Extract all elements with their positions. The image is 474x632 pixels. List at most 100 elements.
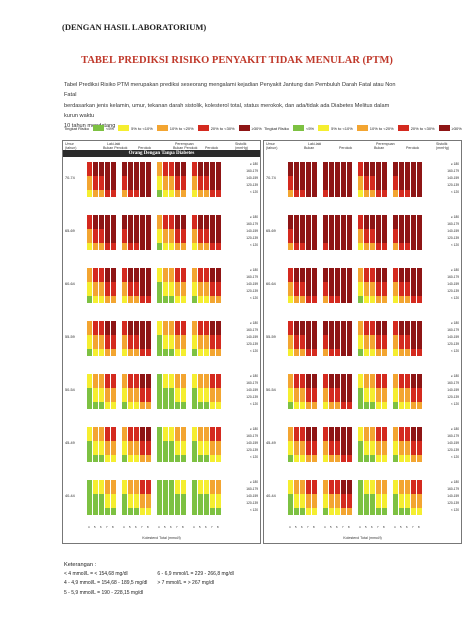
- risk-cell: [305, 480, 312, 487]
- risk-cell: [358, 381, 364, 388]
- risk-cell: [363, 296, 370, 303]
- risk-cell: [209, 296, 216, 303]
- risk-cell: [334, 349, 341, 356]
- risk-cell: [311, 190, 318, 197]
- risk-cell: [288, 321, 294, 328]
- risk-cell: [393, 374, 399, 381]
- risk-cell: [363, 494, 370, 501]
- risk-cell: [416, 501, 423, 508]
- risk-cell: [416, 455, 423, 462]
- cholesterol-tick: 7: [176, 525, 178, 529]
- risk-cell: [346, 349, 353, 356]
- risk-cell: [145, 487, 152, 494]
- risk-cell: [192, 169, 198, 176]
- risk-cell: [311, 321, 318, 328]
- risk-cell: [293, 342, 300, 349]
- risk-cell: [346, 342, 353, 349]
- risk-cell: [157, 487, 163, 494]
- risk-cell: [162, 215, 169, 222]
- risk-cell: [346, 296, 353, 303]
- risk-cell: [358, 321, 364, 328]
- risk-cell: [209, 275, 216, 282]
- risk-chart-panel-right: Umur (tahun) Laki-laki Perempuan Bukan Peroko…: [263, 140, 462, 544]
- risk-cell: [127, 395, 134, 402]
- risk-cell: [127, 328, 134, 335]
- risk-cell: [215, 487, 222, 494]
- risk-cell: [328, 190, 335, 197]
- risk-cell: [157, 480, 163, 487]
- risk-cell: [358, 402, 364, 409]
- risk-cell: [145, 395, 152, 402]
- risk-cell: [157, 342, 163, 349]
- risk-cell: [110, 183, 117, 190]
- risk-cell: [369, 374, 376, 381]
- risk-cell: [203, 282, 210, 289]
- risk-grid: [87, 162, 117, 197]
- risk-cell: [168, 169, 175, 176]
- risk-cell: [127, 335, 134, 342]
- notes-col-left: < 4 mmol/L = < 154,68 mg/dl 4 - 4,9 mmol…: [64, 570, 147, 598]
- risk-cell: [92, 215, 99, 222]
- risk-cell: [404, 169, 411, 176]
- risk-cell: [98, 487, 105, 494]
- risk-cell: [133, 374, 140, 381]
- risk-cell: [340, 215, 347, 222]
- risk-cell: [162, 335, 169, 342]
- cholesterol-tick: 6: [336, 525, 338, 529]
- risk-cell: [305, 289, 312, 296]
- risk-cell: [145, 342, 152, 349]
- risk-cell: [346, 215, 353, 222]
- risk-cell: [323, 455, 329, 462]
- risk-cell: [346, 275, 353, 282]
- risk-cell: [174, 243, 181, 250]
- risk-cell: [215, 183, 222, 190]
- risk-grid: [157, 215, 187, 250]
- risk-cell: [305, 508, 312, 515]
- risk-cell: [215, 321, 222, 328]
- header-laki-laki: Laki-laki: [107, 142, 121, 146]
- risk-cell: [157, 434, 163, 441]
- risk-cell: [346, 374, 353, 381]
- risk-cell: [110, 501, 117, 508]
- risk-cell: [203, 321, 210, 328]
- risk-cell: [381, 402, 388, 409]
- risk-cell: [174, 215, 181, 222]
- risk-cell: [215, 395, 222, 402]
- risk-cell: [98, 388, 105, 395]
- risk-cell: [192, 388, 198, 395]
- risk-cell: [197, 289, 204, 296]
- risk-cell: [404, 501, 411, 508]
- risk-cell: [358, 434, 364, 441]
- risk-cell: [334, 402, 341, 409]
- risk-cell: [346, 176, 353, 183]
- risk-cell: [139, 388, 146, 395]
- risk-cell: [381, 349, 388, 356]
- risk-cell: [369, 282, 376, 289]
- risk-cell: [375, 448, 382, 455]
- bp-label: 140-159: [447, 335, 459, 340]
- age-group-label: 55-59: [65, 335, 75, 339]
- risk-legend-right: Tingkat Risiko <5% 5% to <10% 10% to <20% 20…: [264, 124, 464, 132]
- risk-cell: [393, 328, 399, 335]
- bp-label: < 120: [249, 508, 258, 513]
- risk-cell: [369, 501, 376, 508]
- risk-cell: [98, 335, 105, 342]
- risk-cell: [98, 441, 105, 448]
- risk-cell: [369, 296, 376, 303]
- risk-cell: [203, 229, 210, 236]
- risk-cell: [127, 448, 134, 455]
- risk-cell: [180, 342, 187, 349]
- risk-cell: [139, 508, 146, 515]
- bp-labels: ≥ 180 160-179 140-159 120-139 < 120: [447, 374, 459, 409]
- risk-cell: [346, 183, 353, 190]
- risk-cell: [381, 427, 388, 434]
- risk-cell: [358, 427, 364, 434]
- risk-cell: [404, 222, 411, 229]
- risk-cell: [104, 402, 111, 409]
- risk-cell: [92, 501, 99, 508]
- risk-cell: [323, 480, 329, 487]
- bp-labels: ≥ 180 160-179 140-159 120-139 < 120: [447, 427, 459, 462]
- risk-cell: [305, 501, 312, 508]
- risk-cell: [375, 381, 382, 388]
- risk-cell: [110, 335, 117, 342]
